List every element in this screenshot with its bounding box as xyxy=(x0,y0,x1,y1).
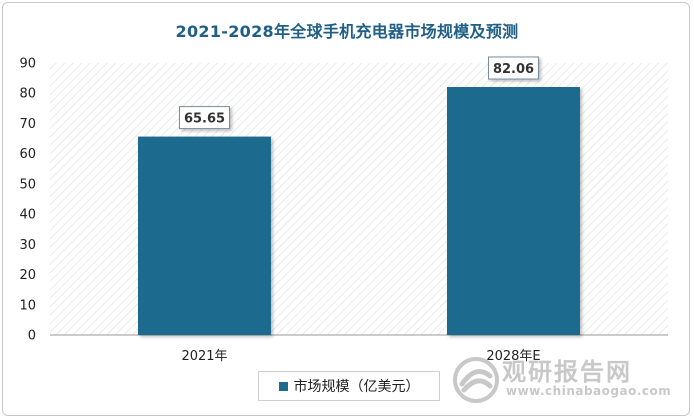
data-label-box xyxy=(179,106,230,130)
watermark-logo-icon xyxy=(453,357,499,403)
y-tick-label: 90 xyxy=(19,57,36,72)
data-label: 82.06 xyxy=(493,62,534,77)
chart-title: 2021-2028年全球手机充电器市场规模及预测 xyxy=(175,22,519,41)
bar xyxy=(447,86,580,335)
bars-group xyxy=(138,86,580,335)
y-tick-label: 0 xyxy=(28,329,36,344)
y-tick-label: 20 xyxy=(19,268,36,283)
y-tick-label: 80 xyxy=(19,87,36,102)
legend-swatch xyxy=(278,381,288,391)
watermark-text-cn: 观研报告网 xyxy=(502,358,632,386)
watermark-text-en: www.chinabaogao.com xyxy=(506,384,672,398)
y-tick-label: 30 xyxy=(19,238,36,253)
data-label: 65.65 xyxy=(184,112,225,127)
legend: 市场规模（亿美元） xyxy=(258,371,440,401)
bar xyxy=(138,136,271,335)
x-tick-label: 2021年 xyxy=(181,349,227,364)
y-tick-label: 40 xyxy=(19,208,36,223)
data-label-box xyxy=(488,56,539,80)
x-tick-label: 2028年E xyxy=(486,349,540,364)
y-tick-label: 60 xyxy=(19,147,36,162)
y-tick-label: 70 xyxy=(19,117,36,132)
y-tick-label: 10 xyxy=(19,298,36,313)
y-tick-label: 50 xyxy=(19,177,36,192)
y-axis: 0 10 20 30 40 50 60 70 80 90 xyxy=(19,57,36,344)
data-labels-group: 65.65 82.06 xyxy=(179,56,539,130)
watermark: 观研报告网 www.chinabaogao.com xyxy=(452,352,682,408)
legend-label: 市场规模（亿美元） xyxy=(293,379,420,395)
